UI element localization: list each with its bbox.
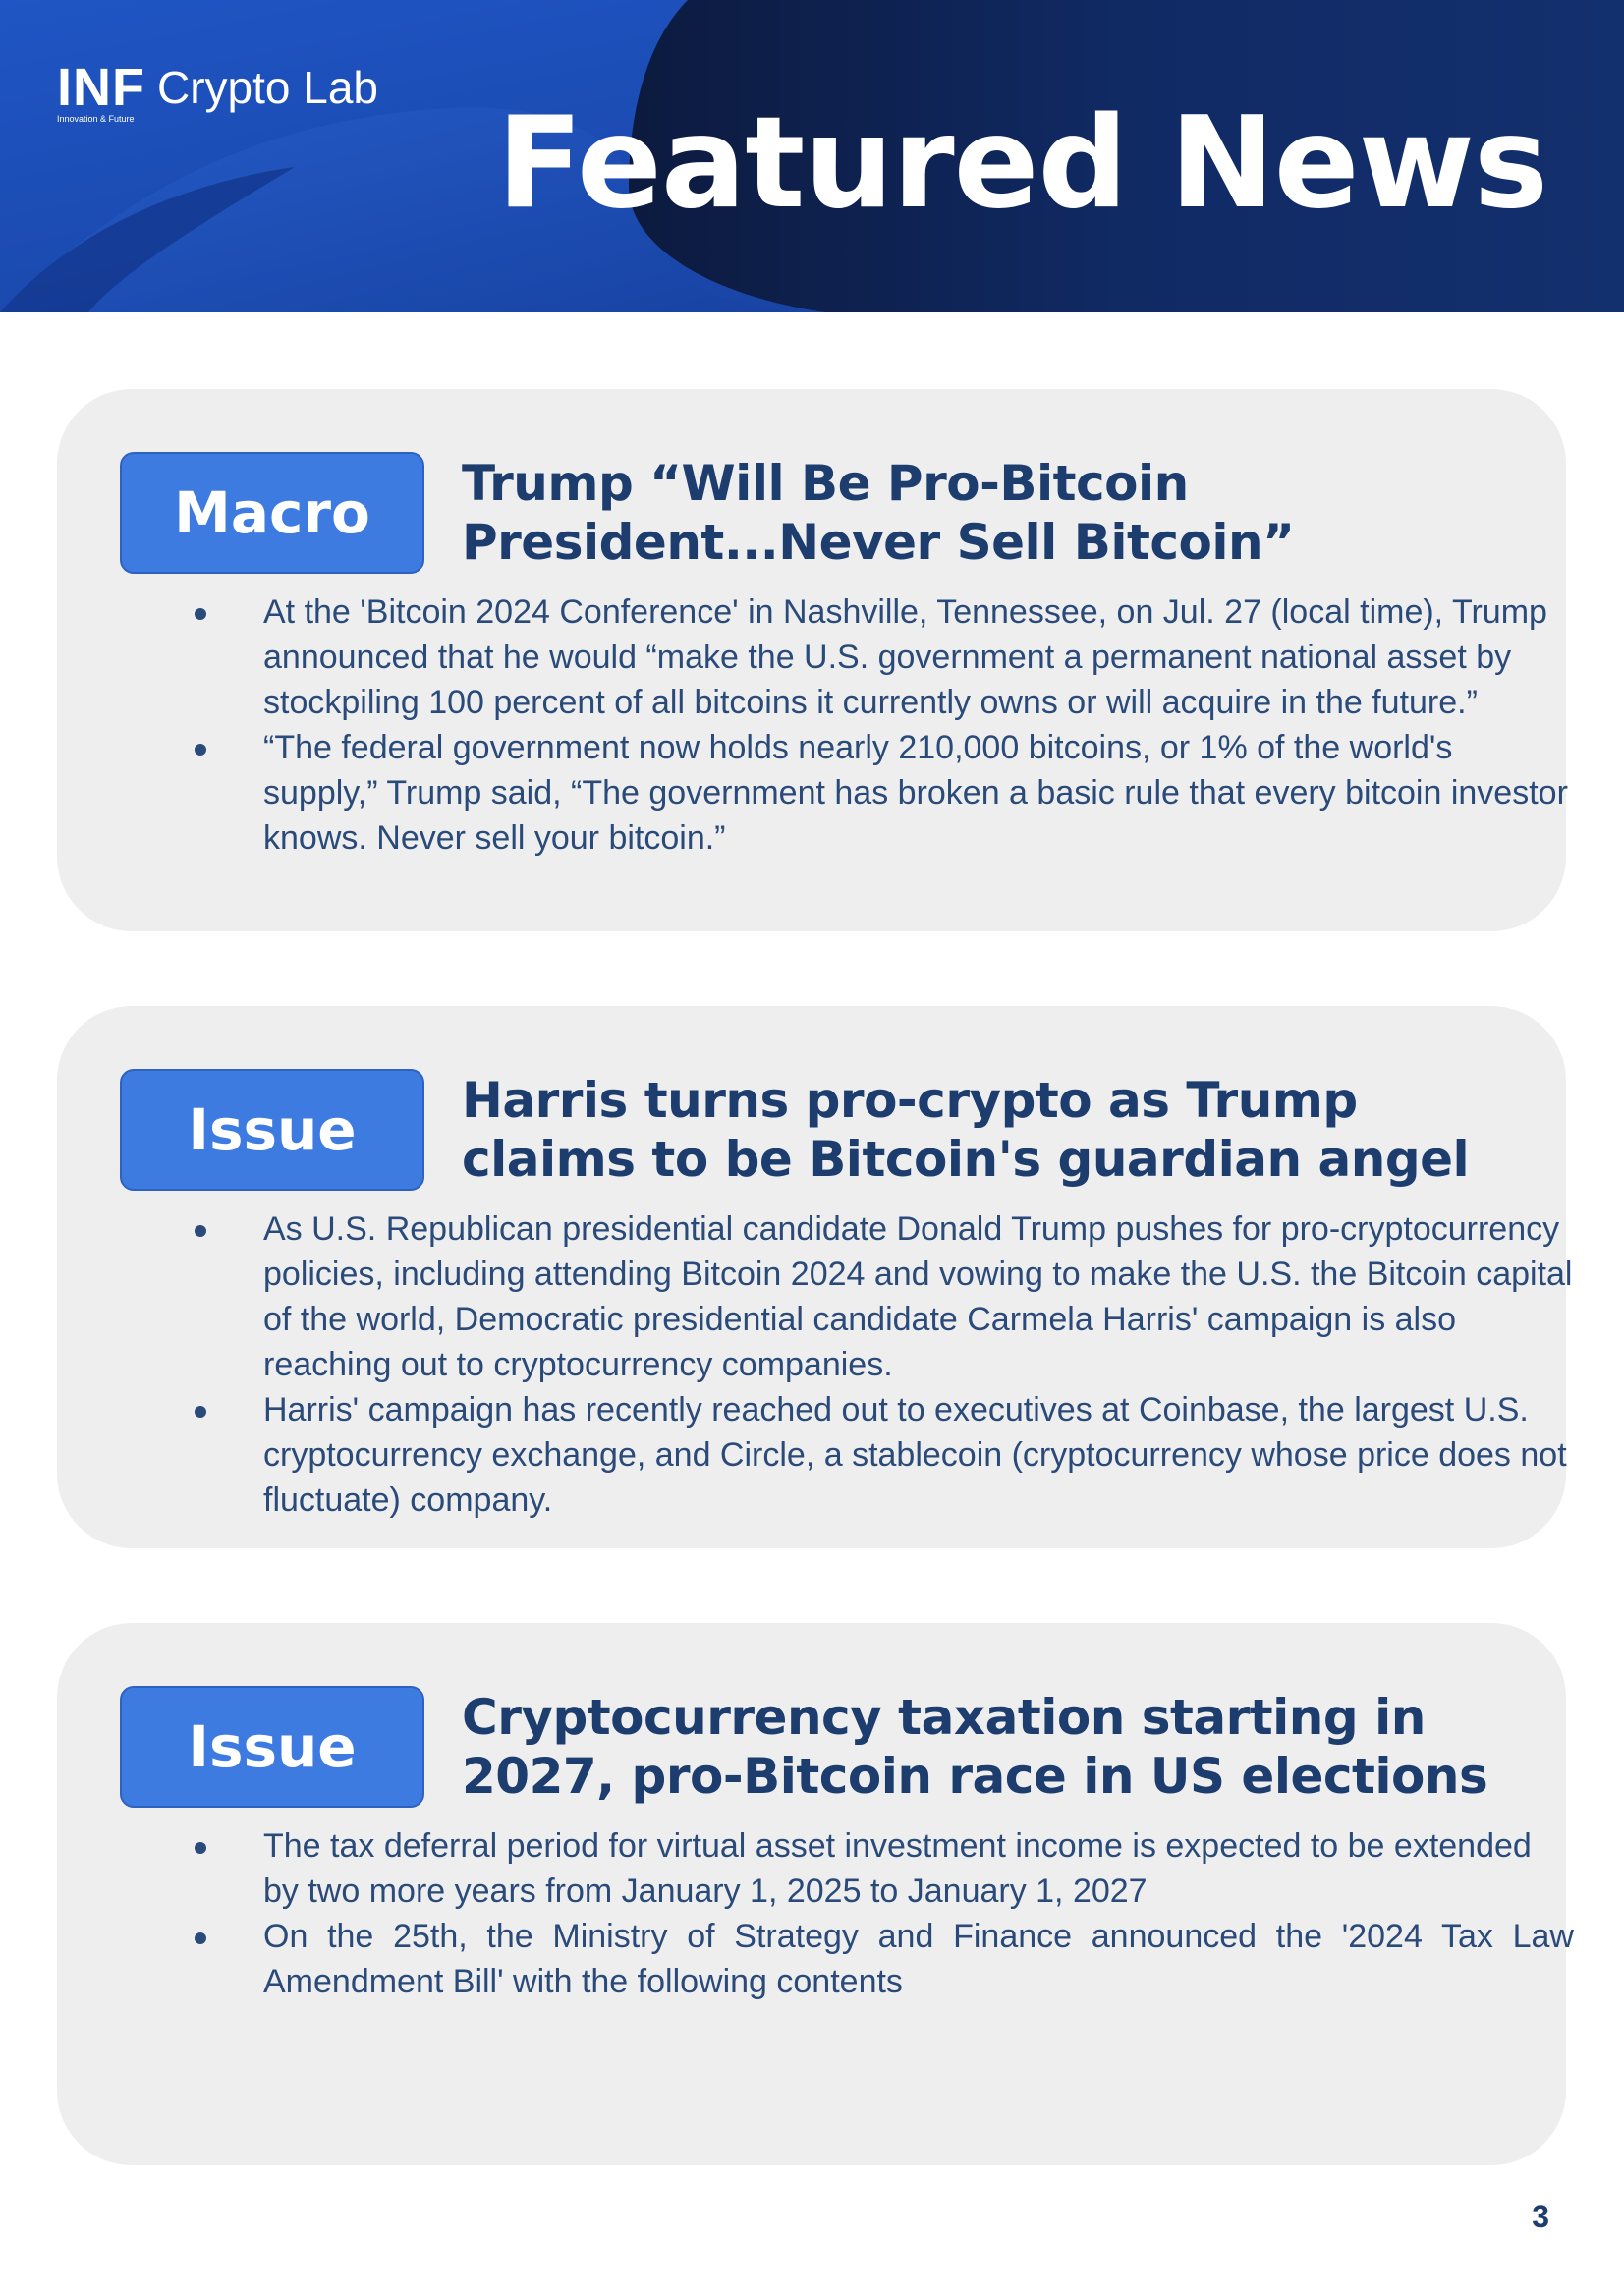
- banner-background: [0, 0, 1624, 312]
- bullet-dot-icon: [195, 1842, 206, 1854]
- brand-logo: INF Innovation & Future Crypto Lab: [57, 61, 378, 125]
- category-badge: Issue: [120, 1686, 424, 1808]
- news-bullet-list: The tax deferral period for virtual asse…: [140, 1823, 1574, 2004]
- page-title: Featured News: [496, 90, 1548, 237]
- bullet-text: “The federal government now holds nearly…: [263, 729, 1568, 857]
- news-bullet: The tax deferral period for virtual asse…: [140, 1823, 1574, 1914]
- header-banner: INF Innovation & Future Crypto Lab Featu…: [0, 0, 1624, 312]
- bullet-text: On the 25th, the Ministry of Strategy an…: [263, 1918, 1574, 2000]
- bullet-text: The tax deferral period for virtual asse…: [263, 1827, 1532, 1910]
- bullet-dot-icon: [195, 1225, 206, 1237]
- news-bullet-list: At the 'Bitcoin 2024 Conference' in Nash…: [140, 589, 1574, 861]
- bullet-dot-icon: [195, 608, 206, 620]
- news-bullet: Harris' campaign has recently reached ou…: [140, 1387, 1574, 1523]
- news-bullet: “The federal government now holds nearly…: [140, 725, 1574, 861]
- logo-brand-name: Crypto Lab: [157, 62, 379, 113]
- news-headline: Trump “Will Be Pro-Bitcoin President...N…: [462, 455, 1295, 571]
- news-card-issue-taxation: Issue Cryptocurrency taxation starting i…: [57, 1623, 1574, 2165]
- bullet-text: Harris' campaign has recently reached ou…: [263, 1391, 1567, 1519]
- news-card-macro: Macro Trump “Will Be Pro-Bitcoin Preside…: [57, 389, 1568, 931]
- bullet-dot-icon: [195, 1932, 206, 1944]
- news-card-issue-harris: Issue Harris turns pro-crypto as Trump c…: [57, 1006, 1572, 1548]
- page-number: 3: [1532, 2199, 1549, 2234]
- news-bullet: On the 25th, the Ministry of Strategy an…: [140, 1914, 1574, 2004]
- logo-tagline: Innovation & Future: [57, 114, 135, 124]
- bullet-text: At the 'Bitcoin 2024 Conference' in Nash…: [263, 593, 1547, 721]
- logo-mark: INF: [57, 58, 145, 117]
- news-bullet: As U.S. Republican presidential candidat…: [140, 1206, 1574, 1387]
- bullet-text: As U.S. Republican presidential candidat…: [263, 1210, 1573, 1383]
- news-bullet-list: As U.S. Republican presidential candidat…: [140, 1206, 1574, 1523]
- news-bullet: At the 'Bitcoin 2024 Conference' in Nash…: [140, 589, 1574, 725]
- news-headline: Cryptocurrency taxation starting in 2027…: [462, 1689, 1488, 1805]
- bullet-dot-icon: [195, 744, 206, 756]
- bullet-dot-icon: [195, 1406, 206, 1418]
- news-headline: Harris turns pro-crypto as Trump claims …: [462, 1072, 1470, 1188]
- category-badge: Issue: [120, 1069, 424, 1191]
- category-badge: Macro: [120, 452, 424, 574]
